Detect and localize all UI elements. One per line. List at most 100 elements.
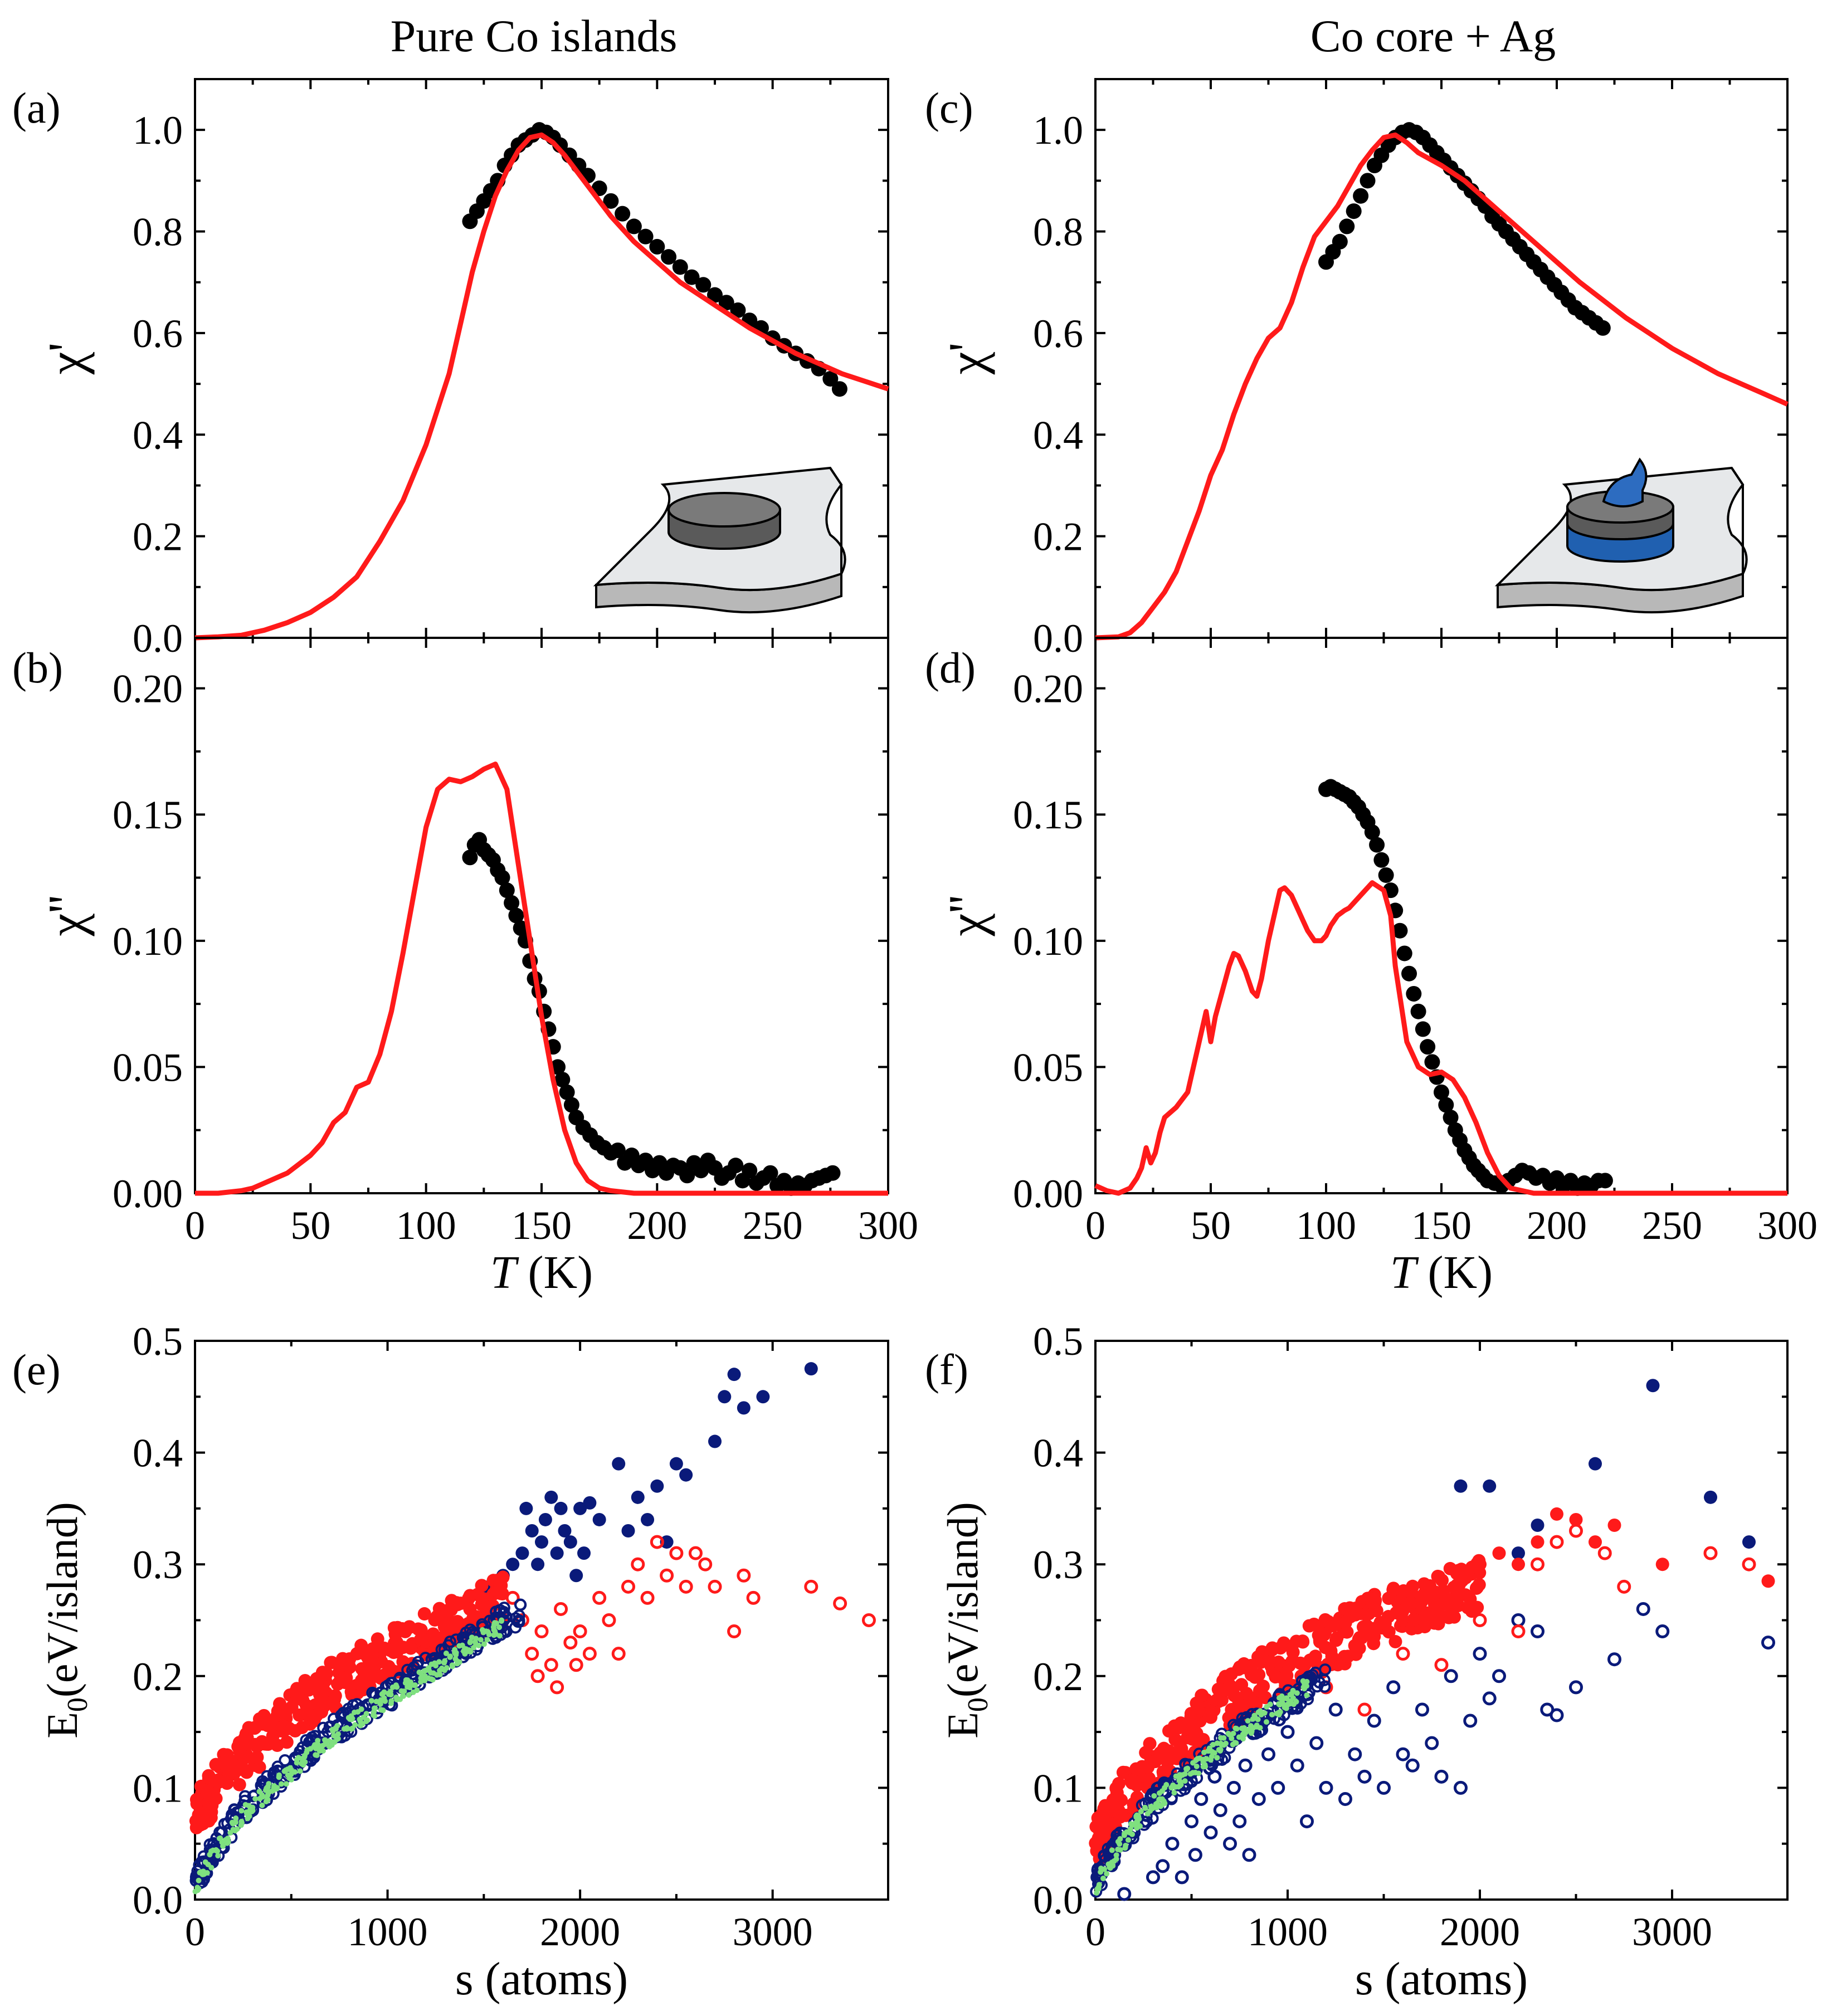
- band-point-small: [1113, 1852, 1119, 1858]
- band-point-small: [1115, 1847, 1121, 1853]
- band-point-small: [425, 1675, 431, 1681]
- scatter-point-open: [1434, 1769, 1449, 1784]
- band-point-small: [1117, 1841, 1123, 1847]
- band-point-small: [430, 1677, 436, 1683]
- scatter-point: [535, 1535, 548, 1549]
- band-point: [280, 1735, 294, 1749]
- band-point: [209, 1792, 223, 1805]
- band-point: [233, 1744, 247, 1758]
- band-point-small: [1133, 1819, 1139, 1825]
- data-point: [610, 1142, 626, 1158]
- band-point-small: [1104, 1871, 1110, 1877]
- y-tick-label: 0.6: [133, 311, 183, 356]
- scatter-point-open: [1261, 1747, 1275, 1761]
- band-point-small: [283, 1781, 289, 1787]
- scatter-point-open: [1569, 1680, 1583, 1695]
- y-tick-label: 0.05: [1013, 1045, 1083, 1090]
- band-point: [1148, 1755, 1162, 1769]
- scatter-point-open: [1319, 1780, 1333, 1795]
- scatter-point-open: [1531, 1624, 1544, 1639]
- scatter-point: [737, 1401, 751, 1415]
- band-point-small: [194, 1887, 201, 1893]
- scatter-point-open: [1511, 1613, 1526, 1627]
- band-point-small: [1230, 1730, 1236, 1736]
- band-point-small: [1158, 1803, 1164, 1809]
- band-point-small: [1147, 1808, 1153, 1814]
- scatter-point-open: [698, 1557, 713, 1571]
- band-point: [1307, 1617, 1321, 1631]
- scatter-point: [1761, 1574, 1775, 1588]
- panel-f: 0 1000 2000 3000 0.0 0.1 0.2 0.3 0.4 0.5 (f) E0(eV/…: [925, 1319, 1789, 2005]
- y-tick-label: 0.3: [1033, 1542, 1083, 1587]
- y-axis-label: χ'': [938, 895, 995, 937]
- band-point-small: [1269, 1711, 1275, 1717]
- band-point-small: [481, 1641, 487, 1647]
- band-point-small: [359, 1721, 366, 1727]
- scatter-point: [506, 1558, 520, 1571]
- scatter-point-open: [640, 1590, 655, 1605]
- band-point-small: [373, 1698, 379, 1705]
- data-point: [1396, 945, 1412, 961]
- band-point-small: [387, 1688, 393, 1695]
- band-point-small: [1285, 1701, 1291, 1707]
- x-tick-label: 1000: [1248, 1910, 1328, 1954]
- model-curve: [1095, 132, 1789, 641]
- band-point-small: [398, 1688, 405, 1694]
- band-point-small: [349, 1716, 355, 1722]
- band-point-small: [263, 1798, 269, 1804]
- band-point-small: [483, 1628, 489, 1634]
- band-point-small: [1300, 1684, 1307, 1690]
- axes-frame: [194, 637, 889, 1194]
- data-point: [1369, 837, 1385, 853]
- y-tick-label: 0.4: [1033, 413, 1083, 457]
- band-point-small: [297, 1768, 303, 1774]
- band-point-small: [498, 1618, 504, 1624]
- scatter-point: [1531, 1535, 1544, 1549]
- band-point-small: [1170, 1782, 1176, 1788]
- x-tick-label: 3000: [1632, 1910, 1712, 1954]
- y-tick-label: 0.4: [133, 413, 183, 457]
- x-tick-label: 1000: [348, 1910, 428, 1954]
- y-tick-label: 0.0: [1033, 1878, 1083, 1922]
- band-point-small: [1117, 1836, 1123, 1842]
- band-point-small: [313, 1752, 319, 1758]
- band-point-open: [498, 1602, 510, 1614]
- column-title-right: Co core + Ag: [1310, 11, 1556, 61]
- band-point-small: [238, 1820, 245, 1826]
- band-point-small: [491, 1632, 497, 1638]
- band-point-small: [426, 1665, 432, 1671]
- band-point-small: [441, 1659, 447, 1666]
- data-point: [707, 287, 723, 303]
- band-point: [414, 1623, 428, 1637]
- band-point: [490, 1585, 504, 1599]
- band-point: [1109, 1804, 1123, 1818]
- panel-label: (c): [925, 84, 973, 132]
- scatter-point-open: [592, 1590, 607, 1605]
- x-tick-label: 200: [1527, 1203, 1587, 1248]
- x-tick-label: 250: [743, 1203, 803, 1248]
- band-point: [315, 1666, 329, 1680]
- band-point: [1253, 1683, 1266, 1697]
- band-point: [211, 1773, 225, 1787]
- band-point-small: [1267, 1701, 1273, 1707]
- scatter-point-open: [1185, 1814, 1198, 1829]
- data-point: [1353, 188, 1369, 204]
- band-point-small: [1241, 1725, 1247, 1731]
- band-point-small: [1263, 1719, 1269, 1725]
- y-tick-label: 0.2: [1033, 515, 1083, 559]
- band-point-open: [1304, 1671, 1317, 1683]
- data-point: [1378, 867, 1394, 883]
- y-tick-label: 1.0: [133, 108, 183, 153]
- band-point-small: [1217, 1748, 1223, 1754]
- scatter-point: [1704, 1490, 1717, 1504]
- band-point-small: [1209, 1754, 1215, 1760]
- band-point-small: [411, 1682, 417, 1688]
- scatter-point-open: [1396, 1647, 1410, 1661]
- band-point-small: [312, 1742, 318, 1748]
- scatter-point: [1589, 1535, 1602, 1549]
- scatter-point-open: [563, 1636, 578, 1650]
- x-axis-label: s (atoms): [455, 1953, 628, 2005]
- data-point: [825, 1165, 841, 1181]
- y-axis-label: E0(eV/island): [38, 1502, 94, 1739]
